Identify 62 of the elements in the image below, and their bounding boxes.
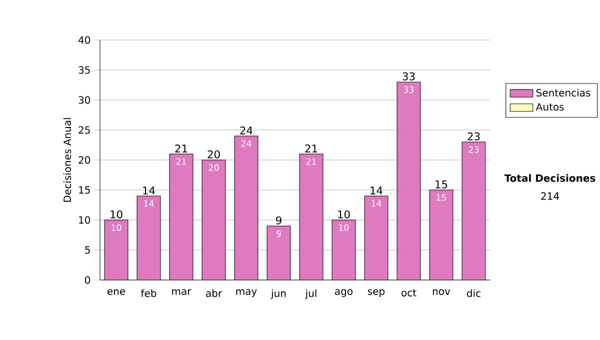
data-label: 21 bbox=[176, 158, 186, 165]
data-label: 24 bbox=[241, 140, 252, 147]
bar bbox=[430, 190, 453, 280]
x-tick-label: may bbox=[236, 289, 257, 297]
data-label: 10 bbox=[112, 224, 122, 231]
data-label: 14 bbox=[372, 200, 382, 207]
total-label: 33 bbox=[402, 72, 415, 80]
total-label: 21 bbox=[305, 144, 318, 152]
y-tick-label: 30 bbox=[78, 96, 90, 104]
x-tick-label: mar bbox=[172, 289, 192, 296]
total-label: 14 bbox=[143, 186, 155, 194]
y-axis-title: Decisiones Anual bbox=[63, 118, 72, 202]
y-tick-label: 40 bbox=[78, 36, 90, 44]
data-label: 23 bbox=[468, 146, 479, 153]
y-tick-label: 15 bbox=[79, 186, 90, 194]
y-tick-label: 35 bbox=[78, 66, 90, 74]
x-tick-label: dic bbox=[466, 289, 480, 298]
bar bbox=[137, 196, 160, 280]
x-tick-label: feb bbox=[140, 289, 156, 298]
y-tick-label: 20 bbox=[78, 156, 90, 164]
data-label: 21 bbox=[306, 158, 316, 165]
total-label: 14 bbox=[370, 186, 382, 194]
legend-label: Autos bbox=[536, 103, 564, 111]
x-tick-label: ago bbox=[335, 289, 352, 297]
total-label: 9 bbox=[276, 216, 282, 224]
bar bbox=[234, 136, 258, 280]
x-tick-label: ene bbox=[107, 289, 126, 296]
bar bbox=[104, 220, 128, 280]
bar bbox=[170, 154, 193, 280]
data-label: 20 bbox=[208, 164, 219, 171]
total-label: 10 bbox=[110, 210, 122, 218]
bar bbox=[462, 142, 486, 280]
total-label: 20 bbox=[208, 150, 220, 158]
data-label: 10 bbox=[339, 224, 349, 231]
x-tick-label: sep bbox=[368, 289, 385, 297]
x-tick-label: oct bbox=[402, 289, 416, 296]
legend-label: Sentencias bbox=[536, 88, 590, 97]
y-tick-label: 5 bbox=[85, 246, 90, 254]
y-tick-label: 0 bbox=[85, 276, 90, 284]
total-label: 23 bbox=[468, 132, 480, 140]
x-tick-label: nov bbox=[432, 289, 450, 296]
bar bbox=[300, 154, 323, 280]
total-label: 15 bbox=[436, 180, 448, 188]
text: Total Decisiones bbox=[504, 174, 596, 182]
bar bbox=[332, 220, 356, 280]
data-label: 9 bbox=[276, 230, 281, 237]
data-label: 15 bbox=[436, 194, 446, 201]
x-tick-label: abr bbox=[206, 289, 222, 298]
text: 214 bbox=[541, 192, 559, 200]
y-tick-label: 10 bbox=[79, 216, 90, 224]
bar bbox=[267, 226, 290, 280]
data-label: 14 bbox=[144, 200, 154, 207]
x-tick-label: jun bbox=[270, 289, 286, 299]
bar bbox=[202, 160, 226, 280]
bar bbox=[364, 196, 388, 280]
x-tick-label: jul bbox=[305, 289, 316, 299]
total-label: 10 bbox=[338, 210, 350, 218]
y-tick-label: 25 bbox=[78, 126, 90, 134]
data-label: 33 bbox=[404, 86, 414, 93]
total-label: 24 bbox=[240, 126, 252, 134]
bar bbox=[397, 82, 420, 280]
total-label: 21 bbox=[175, 144, 188, 152]
